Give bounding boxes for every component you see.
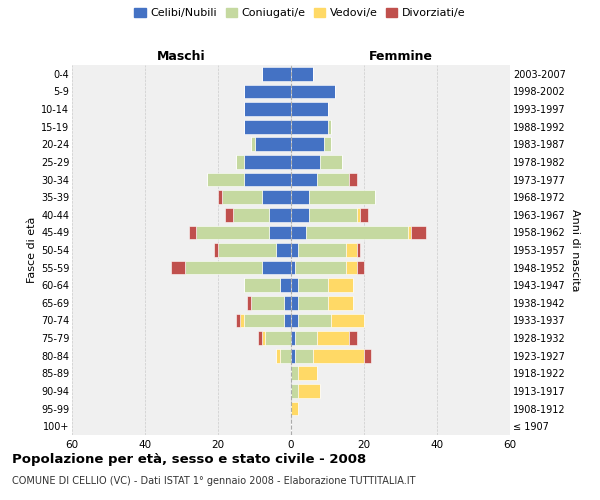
- Bar: [320, 155, 342, 169]
- Bar: [218, 243, 277, 257]
- Bar: [295, 331, 317, 345]
- Bar: [262, 331, 265, 345]
- Bar: [328, 120, 331, 134]
- Bar: [356, 243, 361, 257]
- Bar: [291, 349, 295, 362]
- Bar: [196, 226, 269, 239]
- Bar: [356, 260, 364, 274]
- Bar: [291, 190, 309, 204]
- Bar: [291, 314, 298, 328]
- Bar: [207, 172, 244, 186]
- Bar: [298, 278, 328, 292]
- Bar: [291, 172, 317, 186]
- Bar: [309, 208, 356, 222]
- Bar: [291, 243, 298, 257]
- Bar: [291, 102, 328, 116]
- Bar: [346, 260, 356, 274]
- Bar: [233, 208, 269, 222]
- Bar: [364, 349, 371, 362]
- Bar: [291, 208, 309, 222]
- Bar: [236, 314, 240, 328]
- Bar: [295, 260, 346, 274]
- Bar: [346, 243, 356, 257]
- Bar: [214, 243, 218, 257]
- Text: Maschi: Maschi: [157, 50, 206, 62]
- Bar: [185, 260, 262, 274]
- Bar: [265, 331, 291, 345]
- Bar: [291, 155, 320, 169]
- Bar: [349, 172, 356, 186]
- Y-axis label: Anni di nascita: Anni di nascita: [570, 209, 580, 291]
- Bar: [291, 226, 305, 239]
- Bar: [408, 226, 412, 239]
- Bar: [328, 278, 353, 292]
- Y-axis label: Fasce di età: Fasce di età: [26, 217, 37, 283]
- Bar: [298, 384, 320, 398]
- Bar: [291, 331, 295, 345]
- Bar: [361, 208, 368, 222]
- Bar: [269, 208, 291, 222]
- Bar: [240, 314, 244, 328]
- Bar: [324, 138, 331, 151]
- Bar: [291, 84, 335, 98]
- Bar: [291, 67, 313, 80]
- Legend: Celibi/Nubili, Coniugati/e, Vedovi/e, Divorziati/e: Celibi/Nubili, Coniugati/e, Vedovi/e, Di…: [132, 6, 468, 20]
- Bar: [331, 314, 364, 328]
- Bar: [244, 120, 291, 134]
- Bar: [280, 349, 291, 362]
- Bar: [298, 243, 346, 257]
- Bar: [244, 278, 280, 292]
- Bar: [226, 208, 233, 222]
- Bar: [244, 155, 291, 169]
- Bar: [262, 260, 291, 274]
- Bar: [298, 366, 317, 380]
- Text: Femmine: Femmine: [368, 50, 433, 62]
- Text: COMUNE DI CELLIO (VC) - Dati ISTAT 1° gennaio 2008 - Elaborazione TUTTITALIA.IT: COMUNE DI CELLIO (VC) - Dati ISTAT 1° ge…: [12, 476, 415, 486]
- Bar: [244, 84, 291, 98]
- Bar: [317, 331, 349, 345]
- Bar: [244, 314, 284, 328]
- Bar: [412, 226, 426, 239]
- Bar: [291, 138, 324, 151]
- Bar: [254, 138, 291, 151]
- Bar: [291, 384, 298, 398]
- Bar: [284, 314, 291, 328]
- Bar: [349, 331, 356, 345]
- Bar: [317, 172, 349, 186]
- Bar: [277, 243, 291, 257]
- Bar: [328, 296, 353, 310]
- Bar: [309, 190, 375, 204]
- Bar: [291, 296, 298, 310]
- Bar: [291, 120, 328, 134]
- Bar: [262, 67, 291, 80]
- Bar: [280, 278, 291, 292]
- Bar: [295, 349, 313, 362]
- Bar: [251, 296, 284, 310]
- Bar: [262, 190, 291, 204]
- Bar: [291, 260, 295, 274]
- Bar: [298, 296, 328, 310]
- Bar: [170, 260, 185, 274]
- Bar: [291, 278, 298, 292]
- Bar: [305, 226, 408, 239]
- Bar: [218, 190, 221, 204]
- Bar: [258, 331, 262, 345]
- Bar: [269, 226, 291, 239]
- Bar: [244, 172, 291, 186]
- Bar: [189, 226, 196, 239]
- Bar: [221, 190, 262, 204]
- Bar: [313, 349, 364, 362]
- Bar: [244, 102, 291, 116]
- Bar: [277, 349, 280, 362]
- Bar: [291, 402, 298, 415]
- Bar: [284, 296, 291, 310]
- Bar: [236, 155, 244, 169]
- Bar: [356, 208, 361, 222]
- Bar: [251, 138, 254, 151]
- Bar: [291, 366, 298, 380]
- Text: Popolazione per età, sesso e stato civile - 2008: Popolazione per età, sesso e stato civil…: [12, 452, 366, 466]
- Bar: [298, 314, 331, 328]
- Bar: [247, 296, 251, 310]
